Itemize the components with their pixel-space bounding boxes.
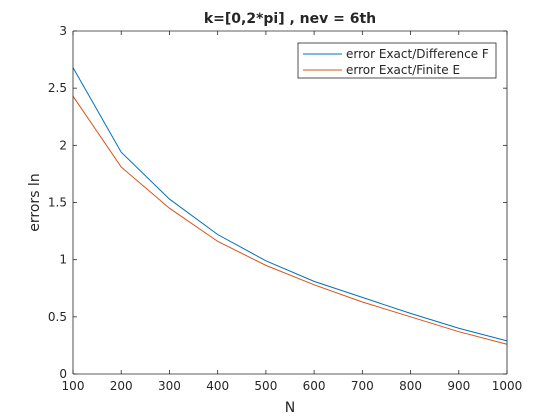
y-tick-label: 0 — [59, 367, 67, 381]
x-tick-label: 800 — [399, 379, 422, 393]
x-axis-label: N — [285, 400, 295, 416]
y-tick-label: 1.5 — [48, 196, 67, 210]
series-layer — [72, 67, 508, 345]
legend: error Exact/Difference F error Exact/Fin… — [297, 42, 497, 79]
y-axis-label: errors ln — [27, 173, 43, 231]
legend-label-finite: error Exact/Finite E — [346, 63, 460, 77]
chart-title: k=[0,2*pi] , nev = 6th — [204, 11, 376, 27]
x-tick-label: 200 — [110, 379, 133, 393]
x-tick-label: 1000 — [492, 379, 523, 393]
y-tick-label: 2.5 — [48, 81, 67, 95]
x-tick-label: 400 — [206, 379, 229, 393]
legend-label-difference: error Exact/Difference F — [346, 47, 489, 61]
x-tick-label: 500 — [254, 379, 277, 393]
series-line-difference — [72, 67, 508, 342]
y-tick-label: 3 — [59, 24, 67, 38]
axes-layer: 100 200 300 400 500 600 700 800 900 1000 0 0.5 1 1.5 2… — [48, 24, 522, 393]
x-tick-label: 100 — [62, 379, 85, 393]
x-tick-label: 300 — [158, 379, 181, 393]
plot-area — [73, 31, 507, 374]
y-tick-label: 2 — [59, 138, 67, 152]
y-tick-label: 0.5 — [48, 310, 67, 324]
x-tick-label: 600 — [303, 379, 326, 393]
series-line-finite — [72, 95, 508, 345]
x-tick-label: 900 — [447, 379, 470, 393]
y-tick-label: 1 — [59, 253, 67, 267]
x-tick-label: 700 — [351, 379, 374, 393]
legend-box — [297, 42, 497, 79]
